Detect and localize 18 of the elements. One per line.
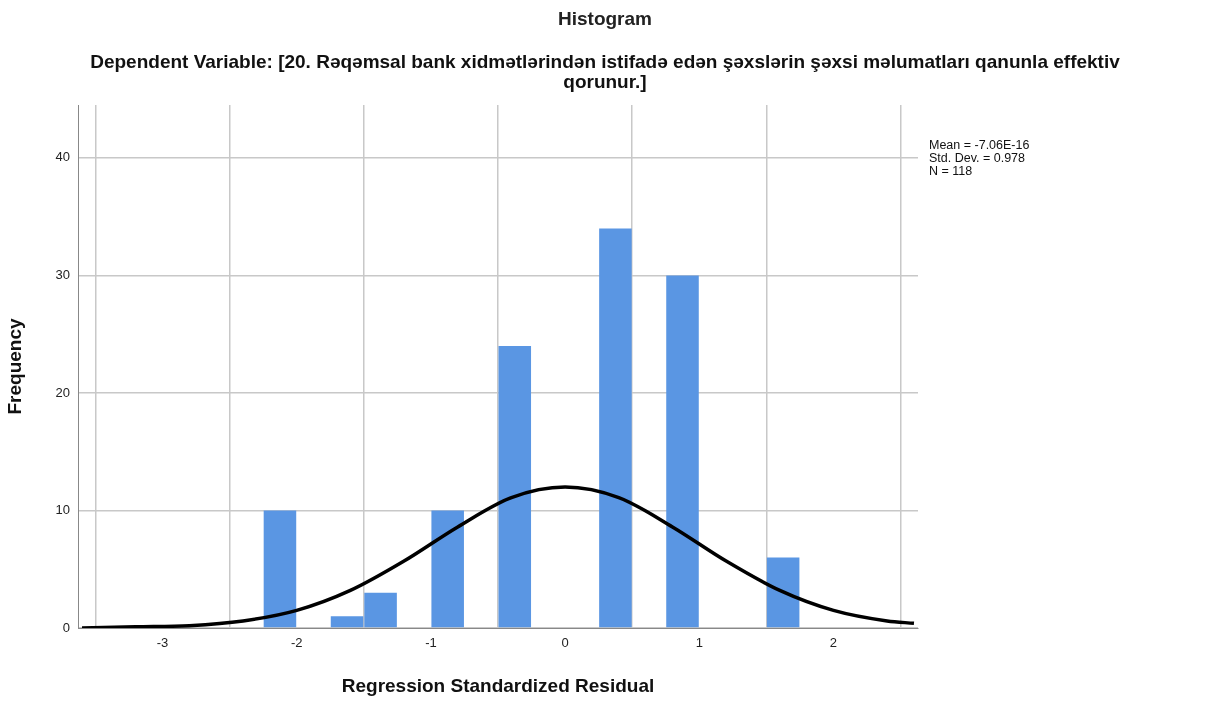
y-tick-label: 10 [55,502,70,518]
x-tick-label: -3 [156,635,169,651]
text: Mean = -7.06E-16 [929,138,1030,152]
chart-subtitle: Dependent Variable: [20. Rəqəmsal bank xidmətlərindən istifadə edən şəxslərin şəxsi məlumatları qanunla effektiv qorunur.] [89,51,1121,92]
x-tick-label: -1 [425,635,437,651]
y-tick-label: 30 [55,266,70,282]
x-tick-label: 0 [561,635,569,651]
chart-title: Histogram [557,8,653,30]
y-axis-title: Frequency [3,318,25,415]
x-tick-label: -2 [290,635,303,651]
x-tick-label: 1 [695,635,703,651]
text: Std. Dev. = 0.978 [929,151,1026,165]
x-tick-label: 2 [829,635,838,651]
y-tick-label: 20 [55,384,70,400]
x-axis-title: Regression Standardized Residual [341,674,655,696]
y-tick-label: 40 [55,149,70,165]
y-tick-label: 0 [62,619,70,635]
text: N = 118 [929,164,974,178]
